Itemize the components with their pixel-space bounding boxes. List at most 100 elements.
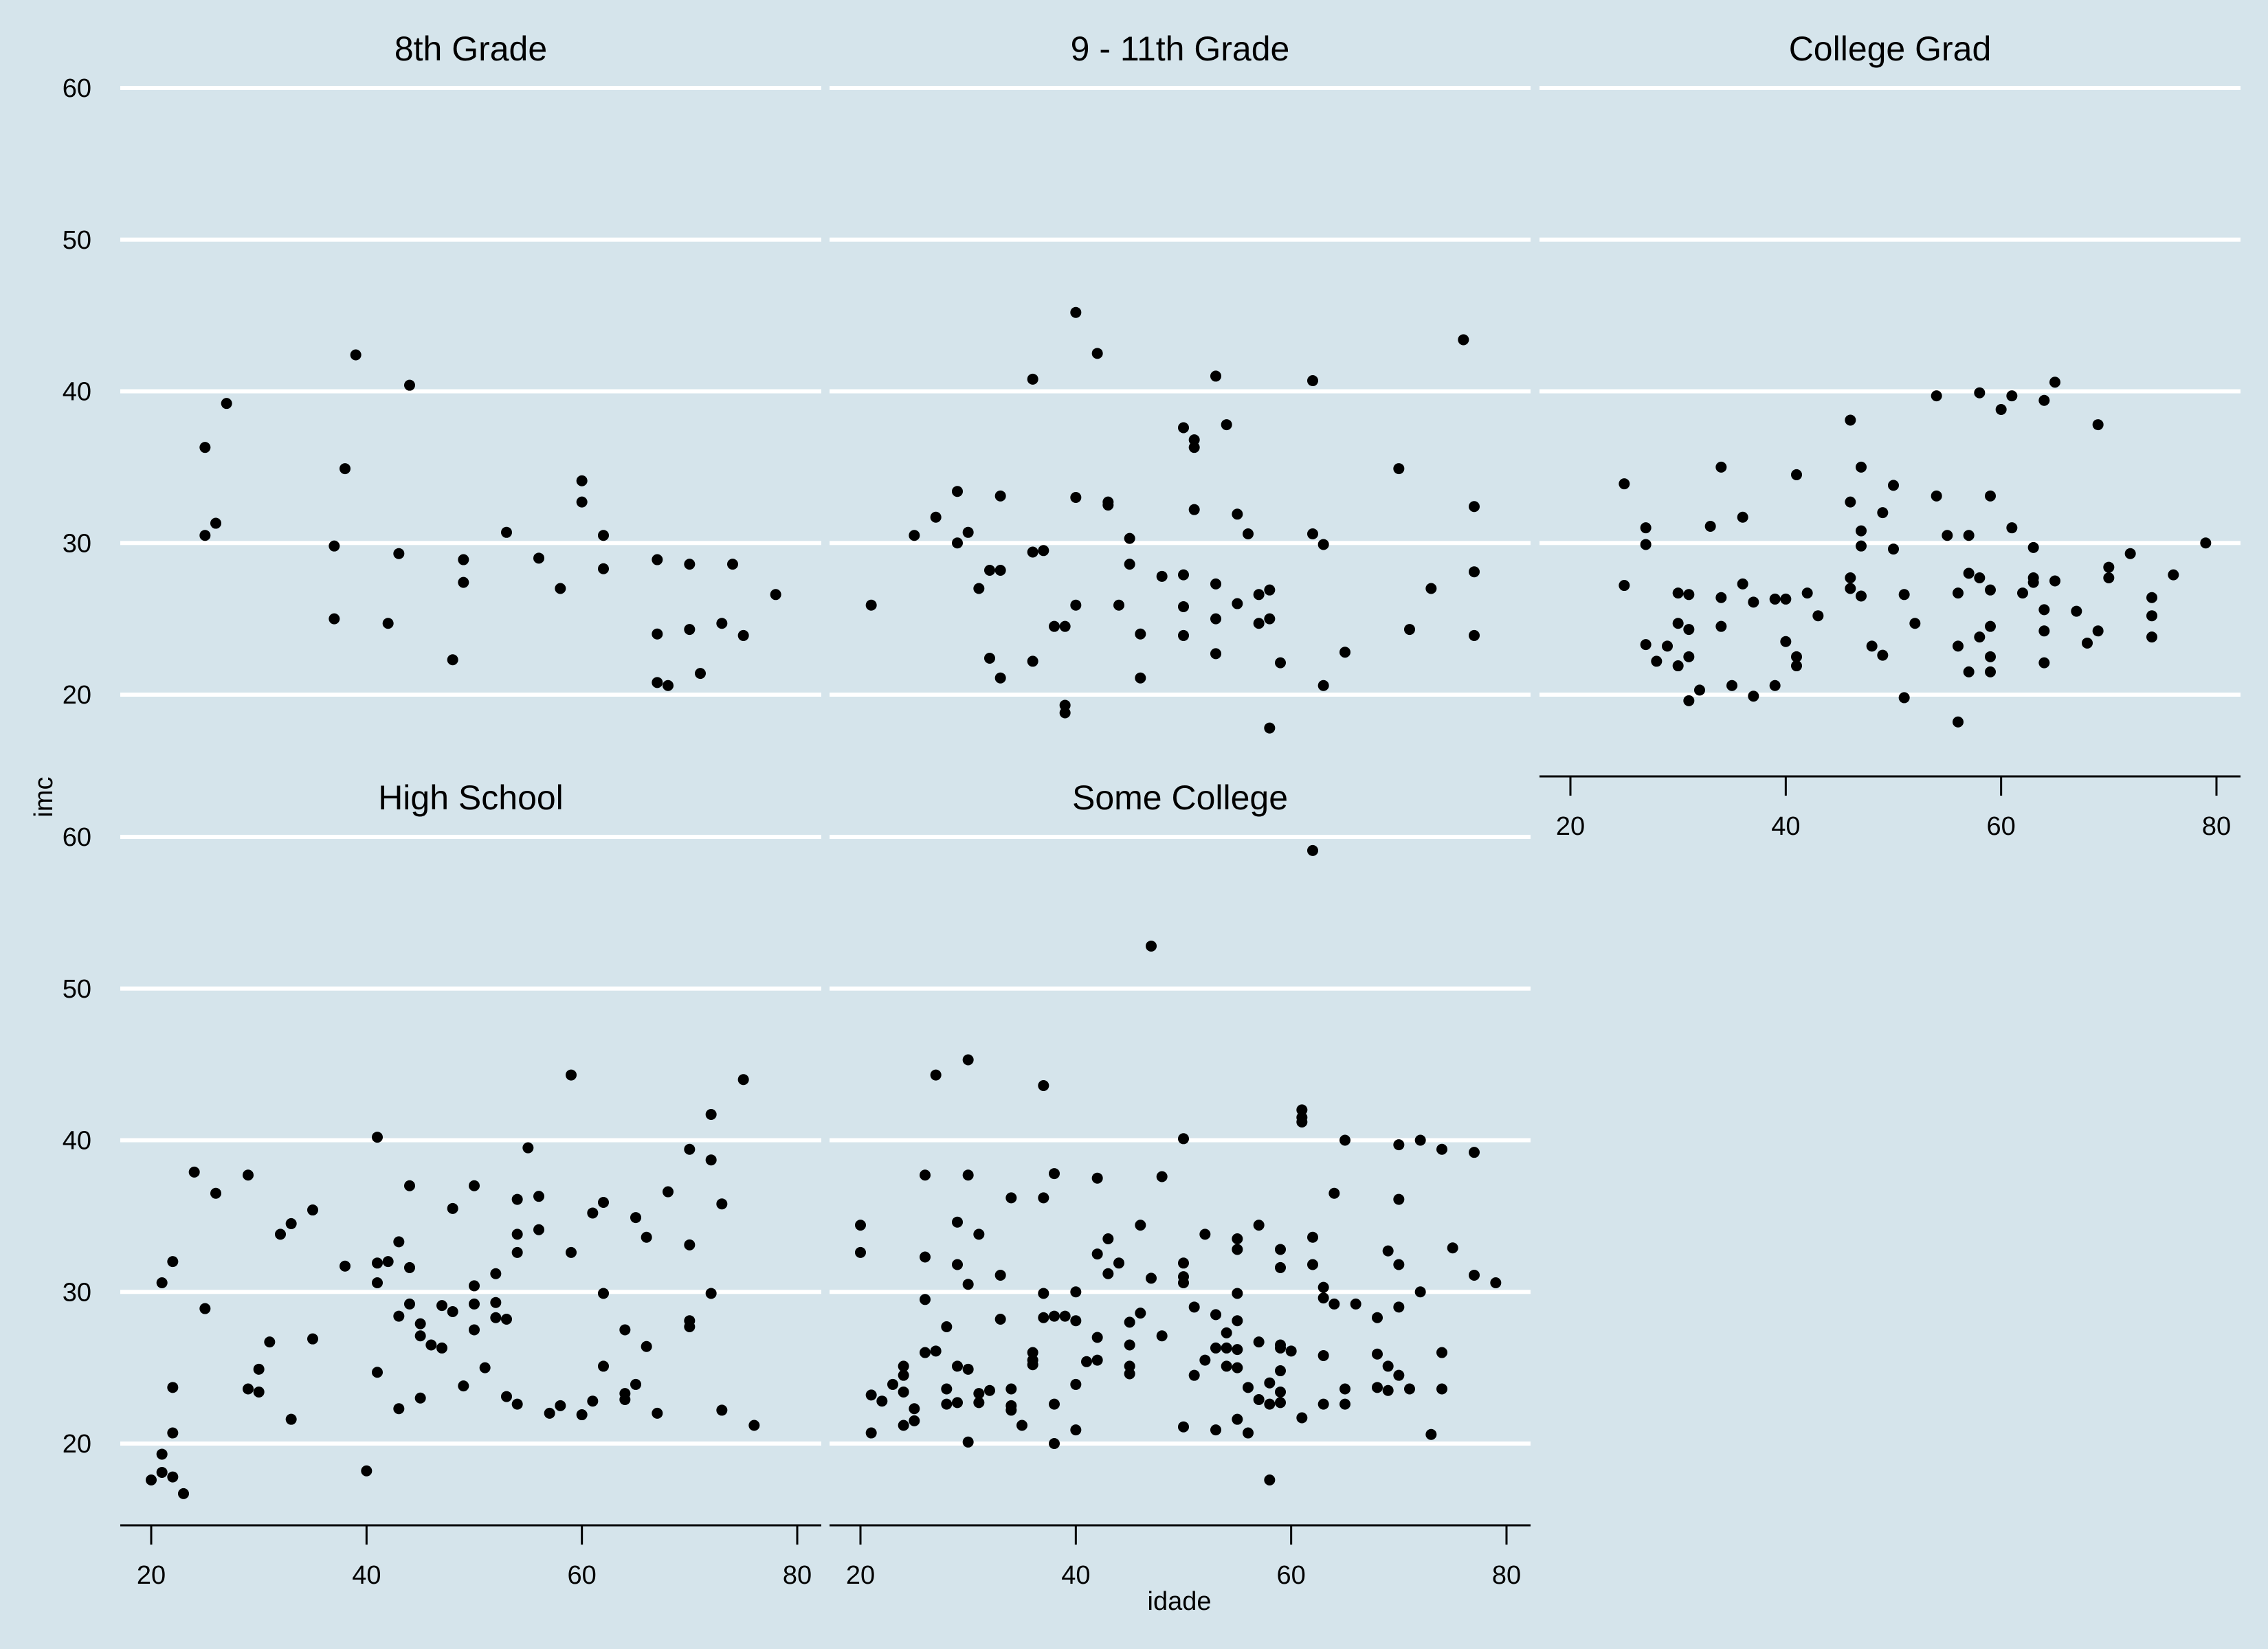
y-tick-label: 20 — [63, 1430, 91, 1459]
data-point — [1672, 660, 1684, 672]
data-point — [1640, 522, 1652, 534]
data-point — [436, 1342, 447, 1354]
data-point — [1059, 620, 1071, 632]
data-point — [1005, 1192, 1017, 1204]
data-point — [1124, 1360, 1135, 1372]
data-point — [2146, 631, 2157, 643]
data-point — [285, 1413, 297, 1425]
data-point — [1469, 566, 1480, 578]
panel-title: College Grad — [1789, 30, 1992, 68]
data-point — [1715, 461, 1727, 473]
data-point — [490, 1312, 502, 1323]
data-point — [1102, 500, 1114, 511]
data-point — [1931, 490, 1942, 502]
data-point — [1339, 1383, 1350, 1395]
data-point — [2006, 390, 2018, 402]
data-point — [737, 629, 749, 641]
data-point — [1704, 520, 1716, 532]
data-point — [1232, 1315, 1243, 1327]
data-point — [1264, 722, 1276, 734]
data-point — [1005, 1383, 1017, 1395]
data-point — [1715, 620, 1727, 632]
data-point — [1156, 570, 1168, 582]
data-point — [329, 540, 340, 552]
data-point — [469, 1298, 480, 1310]
data-point — [1091, 1172, 1103, 1184]
data-point — [663, 680, 674, 691]
data-point — [1188, 442, 1200, 453]
data-point — [587, 1207, 599, 1219]
data-point — [598, 1360, 609, 1372]
x-axis-title: idade — [1148, 1587, 1212, 1616]
data-point — [727, 559, 738, 570]
data-point — [630, 1212, 641, 1224]
data-point — [2103, 561, 2115, 573]
data-point — [920, 1294, 931, 1305]
data-point — [382, 618, 394, 629]
data-point — [1210, 648, 1221, 660]
data-point — [705, 1288, 717, 1299]
data-point — [2038, 625, 2050, 637]
data-point — [1769, 680, 1781, 691]
data-point — [941, 1383, 953, 1395]
y-tick-label: 60 — [63, 74, 91, 103]
x-tick-label: 20 — [137, 1561, 166, 1590]
data-point — [1275, 1365, 1286, 1377]
data-point — [652, 628, 663, 640]
data-point — [2146, 592, 2157, 603]
y-tick-label: 50 — [63, 226, 91, 255]
y-tick-label: 40 — [63, 1127, 91, 1156]
data-point — [2006, 522, 2018, 534]
data-point — [652, 1407, 663, 1419]
data-point — [566, 1246, 577, 1258]
data-point — [962, 526, 974, 538]
data-point — [1059, 699, 1071, 711]
data-point — [695, 668, 706, 680]
data-point — [1027, 1359, 1038, 1371]
data-point — [1414, 1286, 1426, 1298]
data-point — [414, 1318, 426, 1330]
data-point — [1135, 628, 1146, 640]
data-point — [1780, 593, 1792, 605]
data-point — [1307, 1259, 1318, 1270]
data-point — [1672, 618, 1684, 629]
data-point — [1963, 666, 1975, 677]
data-point — [994, 1313, 1006, 1325]
data-point — [2017, 587, 2028, 599]
data-point — [920, 1347, 931, 1358]
data-point — [511, 1229, 523, 1240]
data-point — [2103, 572, 2115, 584]
data-point — [264, 1336, 276, 1348]
data-point — [1953, 640, 1964, 652]
data-point — [1091, 348, 1103, 359]
data-point — [243, 1169, 254, 1181]
data-point — [973, 1397, 985, 1409]
data-point — [1672, 587, 1684, 599]
data-point — [619, 1393, 631, 1405]
data-point — [1318, 539, 1329, 550]
data-point — [684, 1143, 696, 1155]
data-point — [684, 1239, 696, 1250]
x-tick-label: 20 — [1556, 812, 1585, 841]
data-point — [930, 1345, 942, 1357]
data-point — [1232, 1362, 1243, 1373]
data-point — [2027, 541, 2039, 553]
data-point — [1769, 593, 1781, 605]
data-point — [253, 1386, 265, 1398]
data-point — [350, 349, 362, 361]
data-point — [469, 1180, 480, 1191]
data-point — [1490, 1277, 1502, 1289]
data-point — [1178, 629, 1189, 641]
data-point — [1372, 1348, 1383, 1360]
data-point — [898, 1386, 909, 1398]
data-point — [1393, 1259, 1405, 1270]
data-point — [952, 1397, 963, 1409]
data-point — [1081, 1356, 1092, 1367]
data-point — [684, 559, 696, 570]
data-point — [533, 552, 544, 564]
data-point — [1307, 1231, 1318, 1243]
data-point — [887, 1378, 898, 1390]
data-point — [865, 1389, 877, 1401]
data-point — [2146, 610, 2157, 622]
data-point — [684, 1321, 696, 1333]
